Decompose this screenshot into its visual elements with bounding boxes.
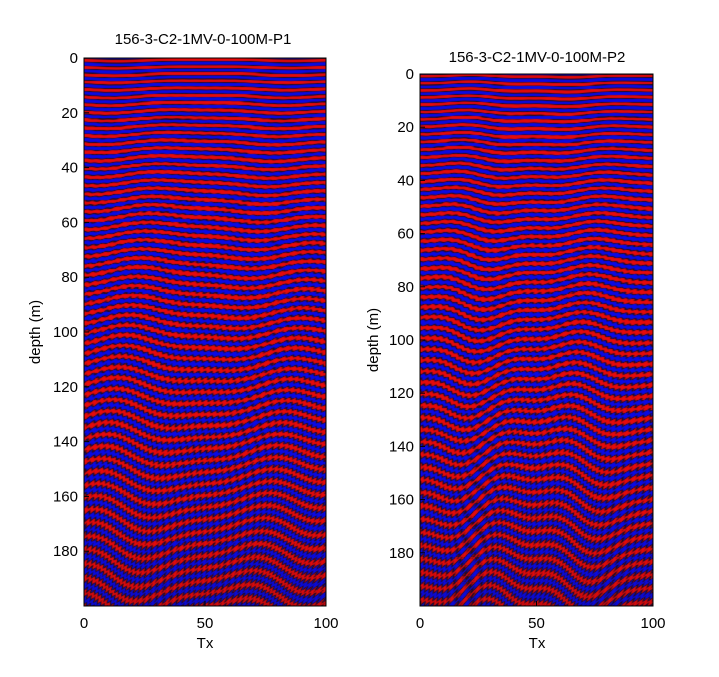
y-tick-label: 20 [397, 119, 414, 136]
y-ticks-1: 0 20 40 60 80 100 120 140 160 180 [53, 50, 89, 560]
y-tick-label: 100 [389, 332, 414, 349]
y-tick-label: 180 [53, 543, 78, 560]
y-tick-label: 80 [397, 279, 414, 296]
heatmap-canvas-1 [84, 58, 326, 606]
x-tick-label: 50 [197, 615, 214, 632]
y-tick-label: 160 [53, 488, 78, 505]
y-tick-label: 60 [61, 214, 78, 231]
y-tick-label: 120 [53, 379, 78, 396]
y-ticks-2: 0 20 40 60 80 100 120 140 160 180 [389, 66, 425, 562]
y-axis-label-1: depth (m) [27, 300, 44, 364]
y-tick-label: 100 [53, 324, 78, 341]
y-tick-label: 120 [389, 385, 414, 402]
y-tick-label: 80 [61, 269, 78, 286]
y-tick-label: 60 [397, 226, 414, 243]
x-tick-label: 100 [313, 615, 338, 632]
chart-title-1: 156-3-C2-1MV-0-100M-P1 [115, 31, 292, 48]
y-tick-label: 140 [53, 434, 78, 451]
y-tick-label: 0 [70, 50, 78, 67]
y-tick-label: 20 [61, 105, 78, 122]
y-tick-label: 40 [397, 172, 414, 189]
x-ticks-2: 0 50 100 [416, 601, 666, 632]
y-axis-label-2: depth (m) [365, 308, 382, 372]
x-tick-label: 0 [80, 615, 88, 632]
chart-panel-1: 156-3-C2-1MV-0-100M-P1 0 20 40 60 80 100 120 14… [27, 31, 339, 652]
y-tick-label: 0 [406, 66, 414, 83]
x-axis-label-1: Tx [197, 635, 214, 652]
x-axis-label-2: Tx [529, 635, 546, 652]
x-tick-label: 100 [640, 615, 665, 632]
x-ticks-1: 0 50 100 [80, 601, 339, 632]
y-tick-label: 40 [61, 160, 78, 177]
heatmap-canvas-2 [420, 74, 653, 606]
chart-panel-2: 156-3-C2-1MV-0-100M-P2 0 20 40 60 80 100 120 14… [365, 49, 666, 652]
y-tick-label: 160 [389, 492, 414, 509]
y-tick-label: 140 [389, 438, 414, 455]
x-tick-label: 50 [528, 615, 545, 632]
y-tick-label: 180 [389, 545, 414, 562]
x-tick-label: 0 [416, 615, 424, 632]
chart-title-2: 156-3-C2-1MV-0-100M-P2 [449, 49, 626, 66]
